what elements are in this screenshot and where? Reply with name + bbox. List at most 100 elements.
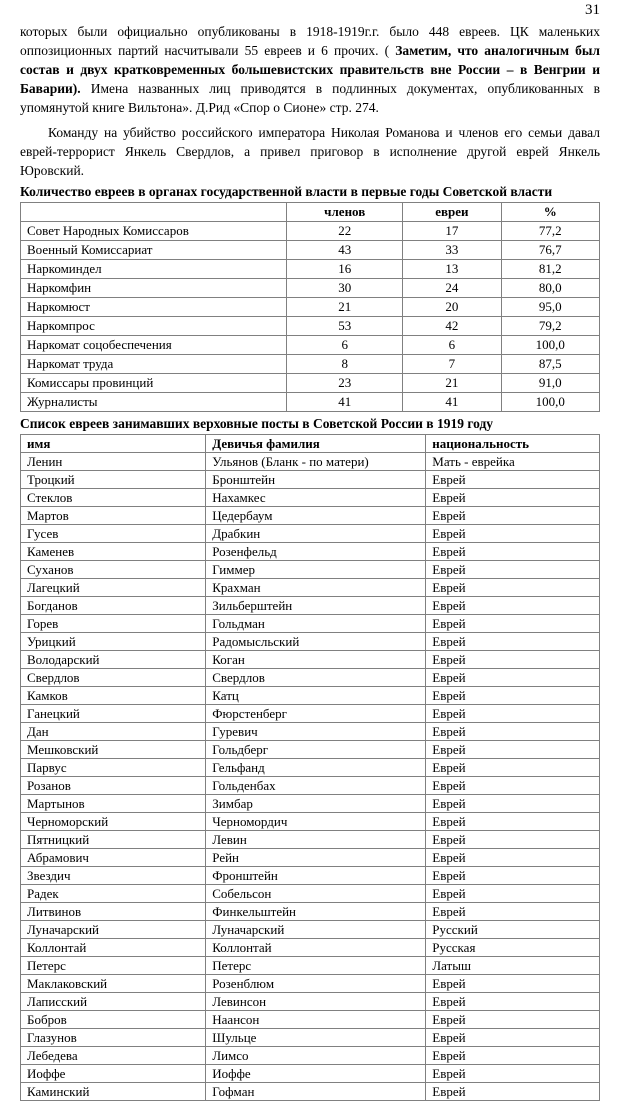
table2-cell-12-2: Еврей — [426, 669, 600, 687]
table1-cell-5-0: Наркомпрос — [21, 317, 287, 336]
table1-cell-3-2: 24 — [403, 279, 501, 298]
table2-cell-3-0: Мартов — [21, 507, 206, 525]
table2-row-23: Звездич Фронштейн Еврей — [21, 867, 600, 885]
table1-cell-6-1: 6 — [287, 336, 403, 355]
table1-cell-4-2: 20 — [403, 298, 501, 317]
table2-title: Список евреев занимавших верховные посты… — [20, 416, 600, 432]
table2-cell-26-2: Русский — [426, 921, 600, 939]
table1-cell-5-2: 42 — [403, 317, 501, 336]
table2-cell-20-2: Еврей — [426, 813, 600, 831]
table2-cell-6-0: Суханов — [21, 561, 206, 579]
table2-cell-33-0: Лебедева — [21, 1047, 206, 1065]
table1-cell-1-0: Военный Комиссариат — [21, 241, 287, 260]
table2-cell-11-0: Володарский — [21, 651, 206, 669]
table1-cell-8-0: Комиссары провинций — [21, 374, 287, 393]
table2-row-1: Троцкий Бронштейн Еврей — [21, 471, 600, 489]
table2-cell-16-2: Еврей — [426, 741, 600, 759]
table1-cell-5-3: 79,2 — [501, 317, 599, 336]
table1-cell-1-3: 76,7 — [501, 241, 599, 260]
table2-cell-1-2: Еврей — [426, 471, 600, 489]
table1-cell-7-1: 8 — [287, 355, 403, 374]
table2-cell-25-0: Литвинов — [21, 903, 206, 921]
table2-row-16: Мешковский Гольдберг Еврей — [21, 741, 600, 759]
table2-cell-19-0: Мартынов — [21, 795, 206, 813]
table2-cell-10-0: Урицкий — [21, 633, 206, 651]
table2-cell-32-1: Шульце — [206, 1029, 426, 1047]
table2-cell-28-2: Латыш — [426, 957, 600, 975]
table2-row-3: Мартов Цедербаум Еврей — [21, 507, 600, 525]
table1-header-0 — [21, 203, 287, 222]
table2-cell-15-2: Еврей — [426, 723, 600, 741]
table1-header-row: членов евреи % — [21, 203, 600, 222]
table2-cell-26-0: Луначарский — [21, 921, 206, 939]
table2-cell-30-1: Левинсон — [206, 993, 426, 1011]
table2-row-26: Луначарский Луначарский Русский — [21, 921, 600, 939]
table2-row-20: Черноморский Черномордич Еврей — [21, 813, 600, 831]
table2-cell-18-1: Гольденбах — [206, 777, 426, 795]
table2-cell-31-1: Наансон — [206, 1011, 426, 1029]
intro-paragraph: которых были официально опубликованы в 1… — [20, 22, 600, 117]
table1-header-2: евреи — [403, 203, 501, 222]
table2-row-14: Ганецкий Фюрстенберг Еврей — [21, 705, 600, 723]
table2-cell-29-1: Розенблюм — [206, 975, 426, 993]
table2-cell-24-1: Собельсон — [206, 885, 426, 903]
table2-cell-0-0: Ленин — [21, 453, 206, 471]
table1-row-7: Наркомат труда 8 7 87,5 — [21, 355, 600, 374]
table2-row-21: Пятницкий Левин Еврей — [21, 831, 600, 849]
table2-cell-15-1: Гуревич — [206, 723, 426, 741]
table2-cell-11-2: Еврей — [426, 651, 600, 669]
table2-row-31: Бобров Наансон Еврей — [21, 1011, 600, 1029]
table2-cell-5-0: Каменев — [21, 543, 206, 561]
table2-cell-28-0: Петерс — [21, 957, 206, 975]
table1-cell-2-0: Наркоминдел — [21, 260, 287, 279]
table1-header-3: % — [501, 203, 599, 222]
table2-cell-2-1: Нахамкес — [206, 489, 426, 507]
table2-cell-33-1: Лимсо — [206, 1047, 426, 1065]
table1-cell-3-0: Наркомфин — [21, 279, 287, 298]
table1-header-1: членов — [287, 203, 403, 222]
table1-cell-2-3: 81,2 — [501, 260, 599, 279]
table1-row-6: Наркомат соцобеспечения 6 6 100,0 — [21, 336, 600, 355]
table2-cell-16-1: Гольдберг — [206, 741, 426, 759]
table2-cell-4-0: Гусев — [21, 525, 206, 543]
table1-cell-7-2: 7 — [403, 355, 501, 374]
table2-cell-0-1: Ульянов (Бланк - по матери) — [206, 453, 426, 471]
table2-cell-17-2: Еврей — [426, 759, 600, 777]
table2-cell-2-0: Стеклов — [21, 489, 206, 507]
table2-row-6: Суханов Гиммер Еврей — [21, 561, 600, 579]
table1-cell-3-3: 80,0 — [501, 279, 599, 298]
table2-cell-7-1: Крахман — [206, 579, 426, 597]
table1-row-1: Военный Комиссариат 43 33 76,7 — [21, 241, 600, 260]
table1-cell-9-3: 100,0 — [501, 393, 599, 412]
table2-row-9: Горев Гольдман Еврей — [21, 615, 600, 633]
table2-cell-30-0: Лаписский — [21, 993, 206, 1011]
table2-cell-12-0: Свердлов — [21, 669, 206, 687]
table2-row-13: Камков Катц Еврей — [21, 687, 600, 705]
table2-cell-34-2: Еврей — [426, 1065, 600, 1083]
table2-cell-25-2: Еврей — [426, 903, 600, 921]
table2-cell-35-1: Гофман — [206, 1083, 426, 1101]
table2-cell-10-1: Радомысльский — [206, 633, 426, 651]
table1-row-9: Журналисты 41 41 100,0 — [21, 393, 600, 412]
table2-cell-25-1: Финкельштейн — [206, 903, 426, 921]
table2-cell-9-1: Гольдман — [206, 615, 426, 633]
table1-cell-3-1: 30 — [287, 279, 403, 298]
table1-cell-8-2: 21 — [403, 374, 501, 393]
table2-row-11: Володарский Коган Еврей — [21, 651, 600, 669]
table2-row-35: Каминский Гофман Еврей — [21, 1083, 600, 1101]
table2-row-8: Богданов Зильберштейн Еврей — [21, 597, 600, 615]
table2-cell-8-0: Богданов — [21, 597, 206, 615]
table1-row-2: Наркоминдел 16 13 81,2 — [21, 260, 600, 279]
table2-row-32: Глазунов Шульце Еврей — [21, 1029, 600, 1047]
table2-row-19: Мартынов Зимбар Еврей — [21, 795, 600, 813]
table2-cell-18-2: Еврей — [426, 777, 600, 795]
table2-cell-14-1: Фюрстенберг — [206, 705, 426, 723]
table2-cell-19-2: Еврей — [426, 795, 600, 813]
table2-row-17: Парвус Гельфанд Еврей — [21, 759, 600, 777]
table1-row-5: Наркомпрос 53 42 79,2 — [21, 317, 600, 336]
table2-cell-29-0: Маклаковский — [21, 975, 206, 993]
table2-cell-7-0: Лагецкий — [21, 579, 206, 597]
table1-cell-8-3: 91,0 — [501, 374, 599, 393]
table1-cell-7-0: Наркомат труда — [21, 355, 287, 374]
table2-cell-6-1: Гиммер — [206, 561, 426, 579]
